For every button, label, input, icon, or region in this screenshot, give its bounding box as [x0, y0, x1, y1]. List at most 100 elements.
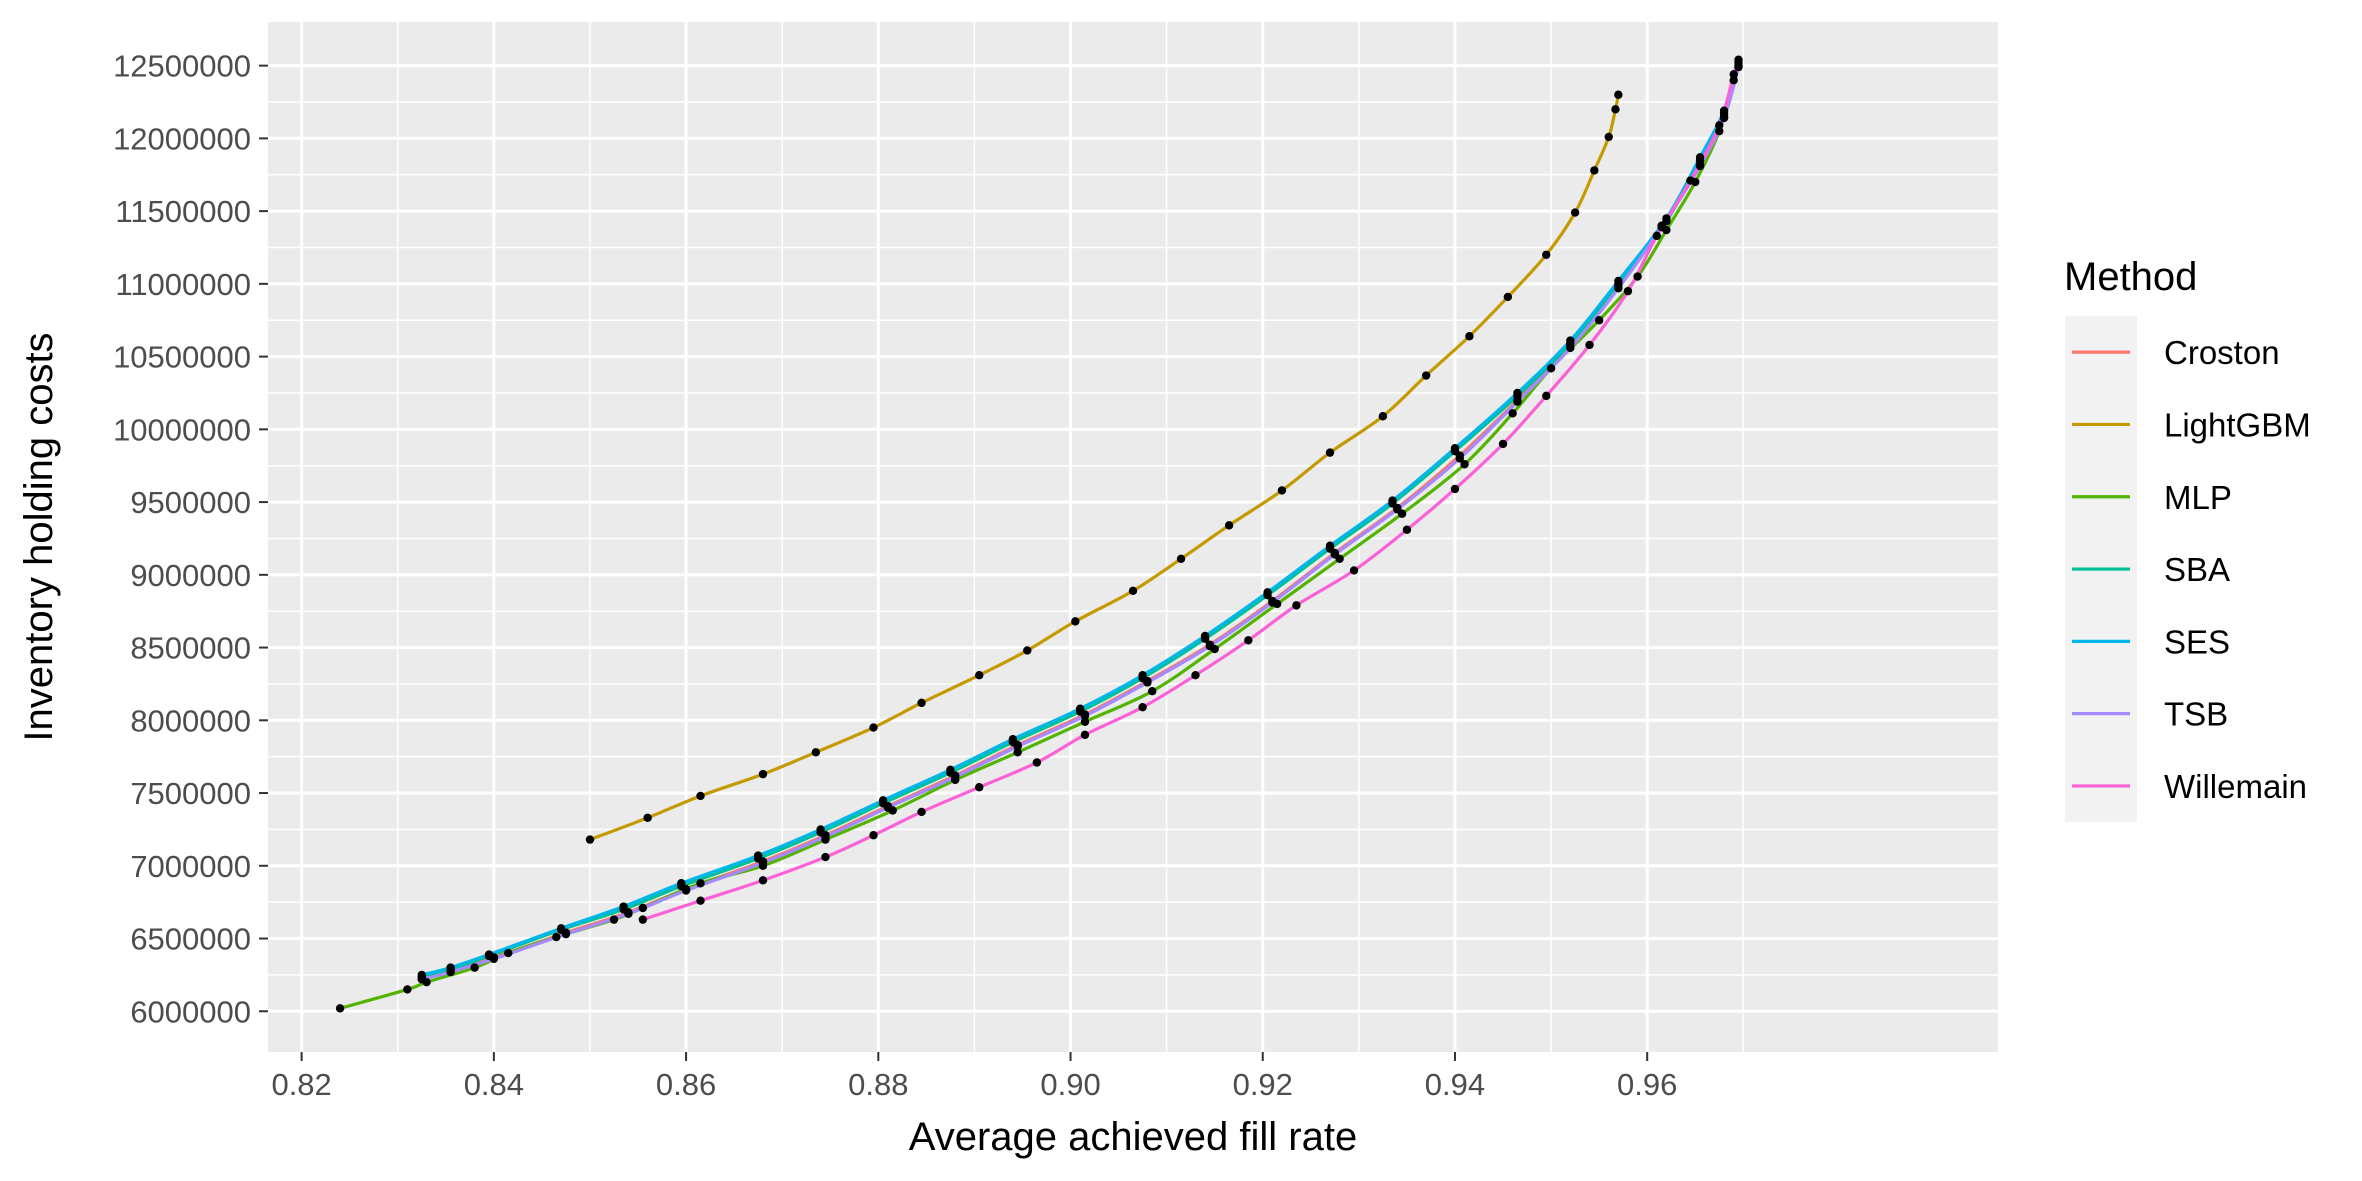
data-point-willemain — [1498, 439, 1508, 449]
data-point-mlp — [1715, 126, 1724, 136]
x-axis: 0.82 0.84 0.86 0.88 0.90 0.92 0.94 0.96 — [271, 1052, 1677, 1102]
legend-label-willemain: Willemain — [2164, 768, 2307, 805]
data-point-lightgbm — [1277, 486, 1287, 495]
data-point-tsb — [1657, 222, 1666, 232]
data-point-willemain — [975, 783, 984, 792]
data-point-tsb — [1695, 161, 1705, 171]
legend-title: Method — [2064, 255, 2197, 299]
data-point-lightgbm — [811, 748, 821, 757]
data-point-lightgbm — [758, 769, 768, 779]
x-tick-label: 0.90 — [1040, 1067, 1100, 1102]
data-point-tsb — [446, 967, 455, 977]
x-tick-label: 0.84 — [464, 1067, 524, 1102]
data-point-ses — [1200, 631, 1210, 641]
legend-items: Croston LightGBM MLP SBA SES TSB Willemain — [2072, 334, 2311, 805]
data-point-lightgbm — [869, 723, 878, 732]
data-point-lightgbm — [1614, 90, 1623, 99]
data-point-mlp — [1594, 316, 1604, 325]
data-point-willemain — [1244, 636, 1253, 645]
data-point-lightgbm — [975, 671, 984, 680]
data-point-lightgbm — [1421, 371, 1431, 380]
data-point-ses — [619, 902, 628, 911]
y-tick-label: 6500000 — [130, 922, 251, 957]
data-point-mlp — [1633, 272, 1642, 281]
y-tick-label: 12500000 — [113, 49, 251, 84]
data-point-willemain — [1032, 758, 1042, 767]
y-tick-label: 9000000 — [130, 558, 251, 593]
data-point-ses — [1566, 336, 1575, 345]
legend-label-ses: SES — [2164, 623, 2230, 660]
data-point-willemain — [758, 876, 768, 885]
data-point-willemain — [1450, 484, 1460, 494]
data-point-ses — [677, 879, 686, 888]
data-point-ses — [1450, 444, 1460, 453]
data-point-tsb — [1143, 678, 1152, 687]
data-point-tsb — [821, 832, 830, 841]
x-tick-label: 0.88 — [848, 1067, 908, 1102]
data-point-lightgbm — [643, 813, 652, 822]
data-point-lightgbm — [1023, 646, 1032, 655]
data-point-ses — [1695, 153, 1705, 162]
data-point-lightgbm — [1325, 448, 1335, 457]
data-point-lightgbm — [585, 835, 595, 844]
data-point-willemain — [917, 807, 926, 817]
data-point-willemain — [1715, 121, 1724, 130]
data-point-willemain — [869, 831, 878, 840]
y-tick-label: 11000000 — [115, 267, 251, 302]
x-tick-label: 0.86 — [656, 1067, 716, 1102]
data-point-mlp — [696, 879, 705, 888]
data-point-tsb — [1268, 598, 1277, 607]
data-point-tsb — [1455, 454, 1464, 463]
data-point-willemain — [1734, 55, 1743, 65]
data-point-willemain — [1292, 601, 1301, 610]
data-point-ses — [1325, 541, 1335, 550]
data-point-lightgbm — [1378, 412, 1388, 421]
data-point-mlp — [609, 915, 619, 924]
data-point-tsb — [1566, 343, 1575, 353]
y-tick-label: 8000000 — [130, 703, 251, 738]
data-point-lightgbm — [1590, 166, 1599, 175]
data-point-tsb — [1013, 742, 1022, 751]
data-point-ses — [878, 796, 888, 805]
data-point-ses — [1513, 388, 1522, 398]
data-point-willemain — [1729, 70, 1738, 79]
y-axis-title: Inventory holding costs — [17, 332, 61, 741]
data-point-lightgbm — [1542, 250, 1551, 259]
data-point-willemain — [1402, 525, 1412, 534]
y-tick-label: 7000000 — [130, 849, 251, 884]
data-point-tsb — [950, 772, 960, 782]
data-point-mlp — [1460, 460, 1469, 469]
data-point-lightgbm — [1611, 105, 1620, 114]
data-point-ses — [1614, 276, 1623, 286]
data-point-willemain — [638, 915, 648, 924]
data-point-tsb — [883, 803, 893, 812]
data-point-mlp — [1080, 717, 1090, 726]
plot-background — [268, 22, 1998, 1052]
data-point-mlp — [1546, 364, 1556, 373]
legend-label-croston: Croston — [2164, 334, 2280, 371]
y-tick-label: 10500000 — [113, 340, 251, 375]
legend-label-tsb: TSB — [2164, 696, 2228, 733]
x-tick-label: 0.94 — [1425, 1067, 1485, 1102]
data-point-mlp — [1013, 748, 1022, 757]
y-tick-label: 6000000 — [130, 994, 251, 1029]
data-point-willemain — [821, 852, 830, 862]
data-point-mlp — [552, 932, 561, 942]
x-tick-label: 0.92 — [1233, 1067, 1293, 1102]
legend-label-mlp: MLP — [2164, 479, 2232, 516]
data-point-mlp — [1148, 687, 1157, 696]
data-point-tsb — [1513, 397, 1522, 406]
data-point-willemain — [1585, 340, 1594, 350]
data-point-mlp — [504, 948, 513, 958]
data-point-tsb — [1719, 113, 1729, 123]
data-point-willemain — [1191, 671, 1200, 680]
data-point-lightgbm — [1176, 554, 1186, 564]
data-point-lightgbm — [1465, 332, 1474, 341]
data-point-mlp — [1729, 75, 1738, 85]
data-point-ses — [1388, 496, 1397, 505]
y-tick-label: 8500000 — [130, 631, 251, 666]
data-point-willemain — [696, 896, 705, 905]
data-point-tsb — [681, 886, 691, 895]
x-tick-label: 0.82 — [271, 1067, 331, 1102]
